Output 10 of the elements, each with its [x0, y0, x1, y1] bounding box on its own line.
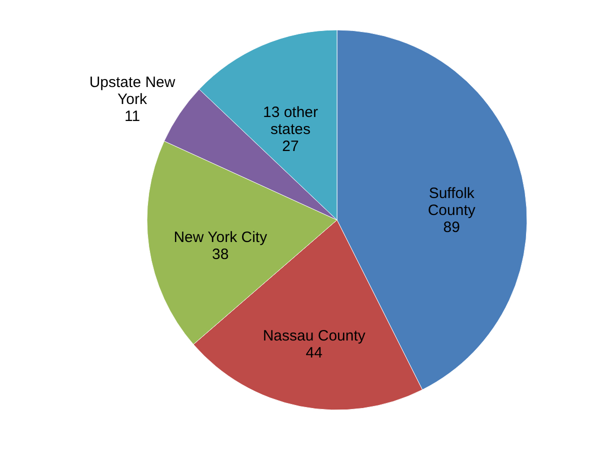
data-label: 38 — [212, 246, 229, 263]
data-label: 89 — [443, 218, 460, 236]
data-label: 27 — [282, 138, 299, 155]
slice-label: 13 other states — [262, 104, 318, 138]
data-label: 44 — [306, 344, 322, 362]
slice-label: New York City — [174, 228, 268, 246]
slice-label: Upstate New York — [89, 74, 176, 108]
slice-label: Suffolk County — [428, 184, 476, 219]
data-label: 11 — [124, 108, 140, 125]
slice-label: Nassau County — [262, 328, 366, 345]
